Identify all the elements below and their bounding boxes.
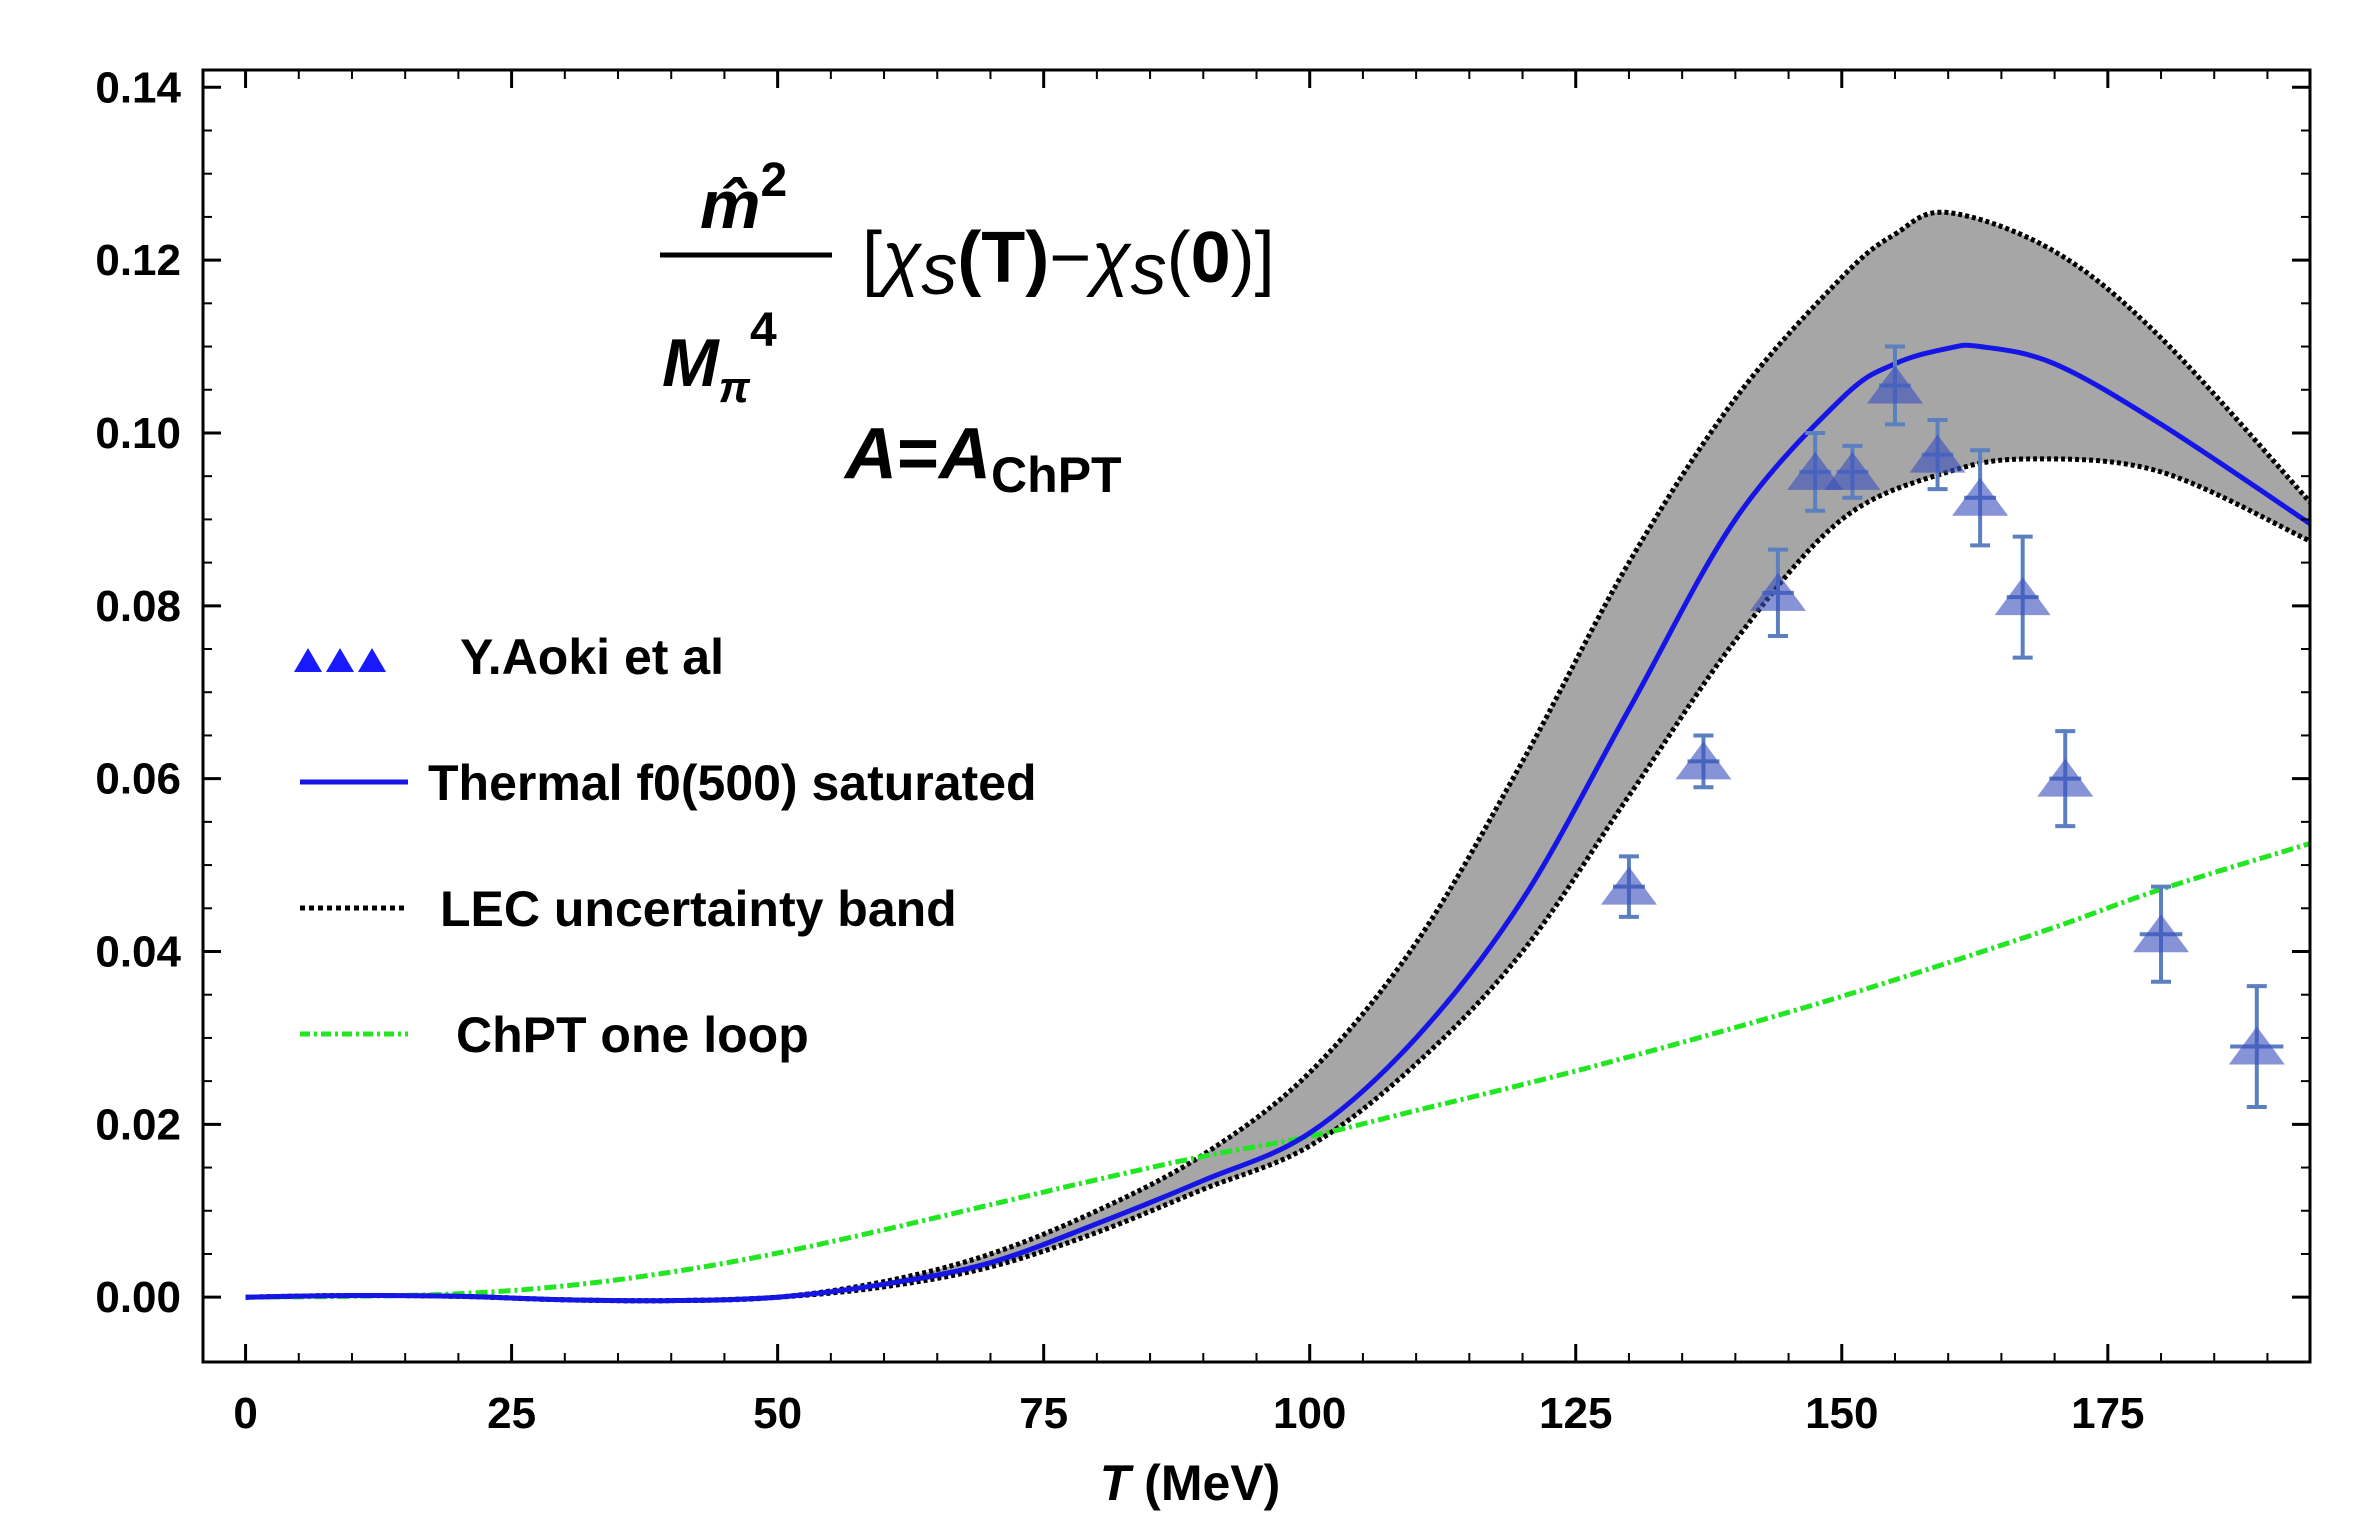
lattice-triangle-marker — [1866, 365, 1923, 404]
legend-label-lattice: Y.Aoki et al — [460, 629, 724, 685]
lattice-point — [1675, 733, 1732, 790]
formula-annotation: m̂2 Mπ4 [χs(T)−χs(0)] A=AChPT — [660, 154, 1275, 503]
lattice-triangle-marker — [1952, 477, 2009, 516]
lattice-point — [1824, 443, 1881, 500]
chpt-one-loop-line — [245, 841, 2311, 1300]
legend-item-lattice: Y.Aoki et al — [294, 629, 724, 685]
formula-denominator: Mπ4 — [662, 304, 777, 412]
lattice-point — [1994, 534, 2051, 660]
formula-bracket-expression: [χs(T)−χs(0)] — [862, 218, 1275, 310]
lattice-point — [1909, 418, 1966, 492]
series-lines — [245, 209, 2312, 1304]
x-tick-label: 75 — [1019, 1389, 1068, 1438]
axis-ticks: 0 25 50 75 100 125 150 175 0.00 0.02 0.04 0.06 0.08 0… — [95, 63, 2310, 1438]
lattice-triangle-marker — [2037, 758, 2094, 797]
lattice-triangle-marker — [1909, 434, 1966, 473]
y-tick-label: 0.10 — [95, 409, 181, 458]
y-tick-label: 0.06 — [95, 755, 181, 804]
lattice-triangle-marker — [2133, 914, 2190, 953]
lattice-point — [1749, 547, 1806, 639]
y-tick-label: 0.14 — [95, 63, 181, 112]
legend-item-chpt: ChPT one loop — [300, 1007, 809, 1063]
y-tick-label: 0.08 — [95, 582, 181, 631]
legend: Y.Aoki et al Thermal f0(500) saturated L… — [294, 629, 1037, 1063]
lattice-triangle-marker — [1994, 577, 2051, 616]
lattice-triangle-marker — [2228, 1026, 2285, 1065]
formula-numerator: m̂2 — [700, 154, 787, 243]
lattice-triangle-marker — [1600, 866, 1657, 905]
x-axis-title: T (MeV) — [1100, 1455, 1281, 1511]
lattice-triangle-marker — [1675, 741, 1732, 780]
x-tick-label: 100 — [1273, 1389, 1346, 1438]
lattice-point — [1787, 430, 1844, 513]
legend-triangle-icon — [294, 648, 322, 672]
x-tick-label: 0 — [233, 1389, 257, 1438]
lattice-triangle-marker — [1787, 451, 1844, 490]
legend-item-lec: LEC uncertainty band — [300, 881, 957, 937]
x-tick-label: 50 — [753, 1389, 802, 1438]
y-tick-label: 0.02 — [95, 1100, 181, 1149]
legend-triangle-icon — [358, 648, 386, 672]
legend-triangle-icon — [326, 648, 354, 672]
legend-label-lec: LEC uncertainty band — [440, 881, 957, 937]
lattice-point — [2037, 729, 2094, 829]
legend-label-chpt: ChPT one loop — [456, 1007, 809, 1063]
legend-label-thermal: Thermal f0(500) saturated — [428, 755, 1037, 811]
y-tick-label: 0.12 — [95, 236, 181, 285]
x-tick-label: 175 — [2071, 1389, 2144, 1438]
lattice-triangle-marker — [1824, 451, 1881, 490]
lattice-point — [2228, 984, 2285, 1110]
legend-item-thermal: Thermal f0(500) saturated — [300, 755, 1037, 811]
lattice-point — [1952, 448, 2009, 548]
lattice-triangle-marker — [1749, 572, 1806, 611]
x-tick-label: 25 — [487, 1389, 536, 1438]
thermal-f0-line — [245, 342, 2312, 1304]
y-tick-label: 0.00 — [95, 1273, 181, 1322]
lattice-point — [1866, 344, 1923, 427]
y-tick-label: 0.04 — [95, 927, 181, 976]
lattice-point — [1600, 854, 1657, 919]
lattice-point — [2133, 884, 2190, 984]
x-tick-label: 150 — [1805, 1389, 1878, 1438]
x-tick-label: 125 — [1539, 1389, 1612, 1438]
formula-a-condition: A=AChPT — [843, 414, 1122, 503]
lattice-data-points — [1600, 344, 2285, 1110]
